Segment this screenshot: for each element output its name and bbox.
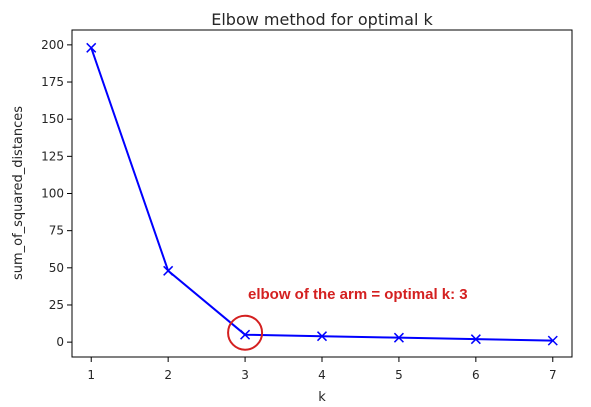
y-tick-label: 50 bbox=[49, 261, 64, 275]
x-axis-ticks: 1 2 3 4 5 6 7 bbox=[87, 357, 557, 382]
x-tick-label: 5 bbox=[395, 368, 403, 382]
data-point-marker bbox=[86, 42, 97, 53]
y-tick-label: 25 bbox=[49, 298, 64, 312]
x-tick-label: 6 bbox=[472, 368, 480, 382]
x-tick-label: 3 bbox=[241, 368, 249, 382]
y-tick-label: 100 bbox=[41, 187, 64, 201]
chart-title: Elbow method for optimal k bbox=[211, 10, 433, 29]
elbow-annotation: elbow of the arm = optimal k: 3 bbox=[248, 286, 468, 303]
elbow-highlight-circle bbox=[227, 314, 264, 351]
y-tick-label: 125 bbox=[41, 149, 64, 163]
x-tick-label: 2 bbox=[164, 368, 172, 382]
x-axis-label: k bbox=[318, 390, 326, 405]
data-point-marker bbox=[393, 332, 404, 343]
data-point-marker bbox=[547, 335, 558, 346]
y-axis-label: sum_of_squared_distances bbox=[11, 106, 26, 280]
data-point-marker bbox=[316, 331, 328, 342]
y-tick-label: 0 bbox=[56, 335, 64, 349]
y-tick-label: 175 bbox=[41, 75, 64, 89]
y-axis-ticks: 0 25 50 75 100 125 150 175 200 bbox=[41, 38, 72, 349]
plot-area-frame bbox=[71, 29, 573, 358]
x-tick-label: 4 bbox=[318, 368, 326, 382]
x-tick-label: 7 bbox=[549, 368, 557, 382]
y-tick-label: 200 bbox=[41, 38, 64, 52]
y-tick-label: 150 bbox=[41, 112, 64, 126]
data-point-marker bbox=[163, 265, 174, 276]
x-tick-label: 1 bbox=[87, 368, 95, 382]
y-tick-label: 75 bbox=[49, 224, 64, 238]
data-point-marker bbox=[470, 334, 481, 345]
series-markers bbox=[86, 42, 558, 346]
data-point-marker bbox=[240, 329, 251, 340]
